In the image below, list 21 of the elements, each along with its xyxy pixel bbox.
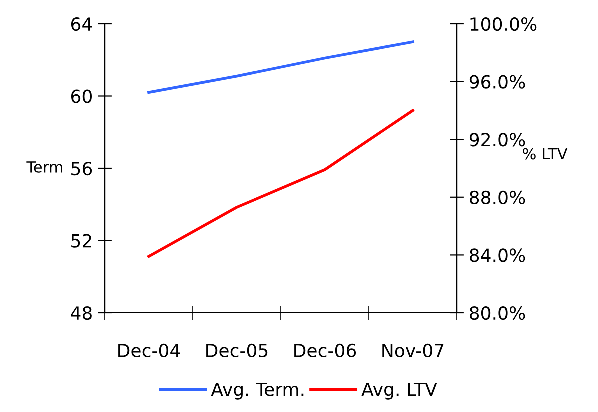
y2-tick-label: 92.0%	[470, 133, 526, 147]
y-tick-label: 56	[72, 162, 92, 176]
y2-tick-label: 88.0%	[470, 190, 526, 205]
legend-label: Avg. LTV	[362, 382, 438, 400]
y2-axis-title: % LTV	[523, 148, 568, 160]
line-series	[148, 109, 414, 258]
y-tick-label: 60	[71, 90, 92, 104]
y-tick-label: 52	[72, 234, 92, 248]
x-tick-label: Dec-05	[206, 344, 268, 358]
line-series	[148, 40, 414, 94]
y2-tick-label: 96.0%	[470, 75, 526, 89]
x-tick-label: Nov-07	[382, 344, 444, 358]
x-tick-label: Dec-04	[118, 344, 180, 358]
x-tick-label: Dec-06	[294, 344, 356, 358]
y2-tick-label: 80.0%	[470, 306, 526, 320]
y-tick-label: 48	[71, 306, 92, 320]
legend-label: Avg. Term.	[211, 382, 304, 400]
y2-tick-label: 100.0%	[470, 17, 537, 32]
y-axis-title: Term	[26, 162, 62, 173]
y-tick-label: 64	[71, 17, 92, 32]
y2-tick-label: 84.0%	[470, 248, 526, 262]
